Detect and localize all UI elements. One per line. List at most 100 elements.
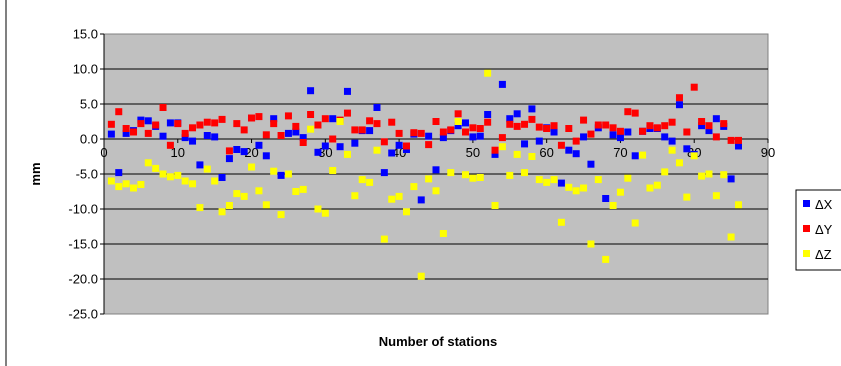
data-point-series-3: [683, 193, 691, 201]
data-point-series-1: [425, 132, 433, 140]
data-point-series-3: [462, 171, 470, 179]
data-point-series-3: [137, 181, 145, 188]
data-point-series-1: [277, 171, 285, 179]
data-point-series-2: [233, 120, 241, 128]
data-point-series-3: [351, 192, 359, 200]
data-point-series-1: [233, 146, 241, 153]
y-tick-label: -15.0: [68, 237, 98, 252]
data-point-series-3: [587, 240, 595, 248]
data-point-series-3: [639, 151, 647, 159]
data-point-series-3: [203, 165, 211, 173]
data-point-series-3: [366, 178, 374, 186]
data-point-series-3: [484, 69, 492, 77]
x-tick-label: 30: [318, 145, 332, 160]
data-point-series-2: [698, 118, 706, 125]
data-point-series-2: [181, 129, 189, 137]
data-point-series-1: [255, 141, 263, 149]
data-point-series-3: [284, 170, 292, 178]
data-point-series-3: [321, 209, 329, 217]
y-tick-label: 15.0: [73, 27, 98, 42]
data-point-series-3: [225, 202, 233, 209]
data-point-series-3: [144, 159, 152, 167]
data-point-series-1: [417, 196, 425, 204]
data-point-series-2: [521, 120, 529, 128]
data-point-series-1: [189, 137, 197, 145]
data-point-series-2: [661, 122, 669, 130]
data-point-series-3: [402, 208, 410, 216]
data-point-series-2: [587, 130, 595, 138]
data-point-series-2: [565, 125, 573, 132]
data-point-series-2: [225, 147, 233, 155]
data-point-series-1: [580, 133, 588, 141]
data-point-series-1: [366, 127, 374, 135]
data-point-series-1: [602, 195, 610, 202]
y-axis-label: mm: [28, 162, 43, 185]
data-point-series-2: [653, 124, 661, 132]
data-point-series-2: [705, 122, 713, 130]
data-point-series-1: [616, 134, 624, 142]
data-point-series-3: [262, 201, 270, 209]
data-point-series-2: [248, 114, 256, 122]
data-point-series-2: [144, 129, 152, 137]
data-point-series-1: [550, 128, 558, 136]
data-point-series-2: [321, 115, 329, 123]
data-point-series-2: [498, 134, 506, 142]
data-point-series-2: [439, 128, 447, 136]
data-point-series-3: [299, 185, 307, 193]
data-point-series-2: [277, 132, 285, 139]
data-point-series-3: [646, 184, 654, 192]
data-point-series-2: [410, 129, 418, 137]
data-point-series-3: [152, 164, 160, 172]
data-point-series-2: [727, 136, 735, 144]
data-point-series-3: [447, 169, 455, 177]
data-point-series-2: [380, 138, 388, 146]
data-point-series-2: [668, 118, 676, 126]
data-point-series-1: [712, 115, 720, 123]
data-point-series-2: [270, 120, 278, 128]
data-point-series-3: [550, 176, 558, 184]
data-point-series-1: [705, 127, 713, 135]
data-point-series-2: [159, 104, 167, 111]
data-point-series-2: [115, 108, 123, 116]
data-point-series-1: [513, 110, 521, 118]
y-tick-label: 10.0: [73, 62, 98, 77]
data-point-series-3: [720, 171, 728, 179]
data-point-series-2: [307, 111, 315, 118]
data-point-series-3: [439, 230, 447, 237]
data-point-series-2: [395, 129, 403, 137]
data-point-series-2: [639, 127, 647, 135]
data-point-series-3: [358, 176, 366, 184]
data-point-series-1: [351, 139, 359, 147]
data-point-series-1: [528, 105, 536, 113]
data-point-series-3: [653, 181, 661, 189]
data-point-series-2: [166, 141, 174, 149]
data-point-series-2: [203, 118, 211, 126]
data-point-series-3: [498, 143, 506, 151]
data-point-series-1: [196, 161, 204, 169]
data-point-series-1: [211, 133, 219, 141]
data-point-series-3: [380, 235, 388, 243]
x-tick-label: 40: [392, 145, 406, 160]
data-point-series-1: [225, 155, 233, 163]
data-point-series-3: [277, 211, 285, 219]
data-point-series-2: [299, 139, 307, 146]
data-point-series-1: [462, 119, 470, 127]
data-point-series-1: [535, 137, 543, 145]
data-point-series-2: [535, 123, 543, 131]
data-markers: [107, 69, 742, 280]
data-point-series-1: [336, 143, 344, 151]
x-axis-label: Number of stations: [379, 334, 497, 349]
data-point-series-2: [174, 120, 182, 128]
data-point-series-1: [454, 122, 462, 130]
data-point-series-2: [284, 112, 292, 120]
data-point-series-2: [454, 110, 462, 118]
data-point-series-3: [270, 167, 278, 175]
data-point-series-1: [181, 134, 189, 142]
data-point-series-2: [616, 127, 624, 135]
data-point-series-3: [248, 163, 256, 171]
data-point-series-1: [395, 141, 403, 149]
data-point-series-3: [572, 187, 580, 195]
data-point-series-2: [358, 126, 366, 134]
data-point-series-3: [181, 177, 189, 185]
data-point-series-2: [572, 137, 580, 145]
